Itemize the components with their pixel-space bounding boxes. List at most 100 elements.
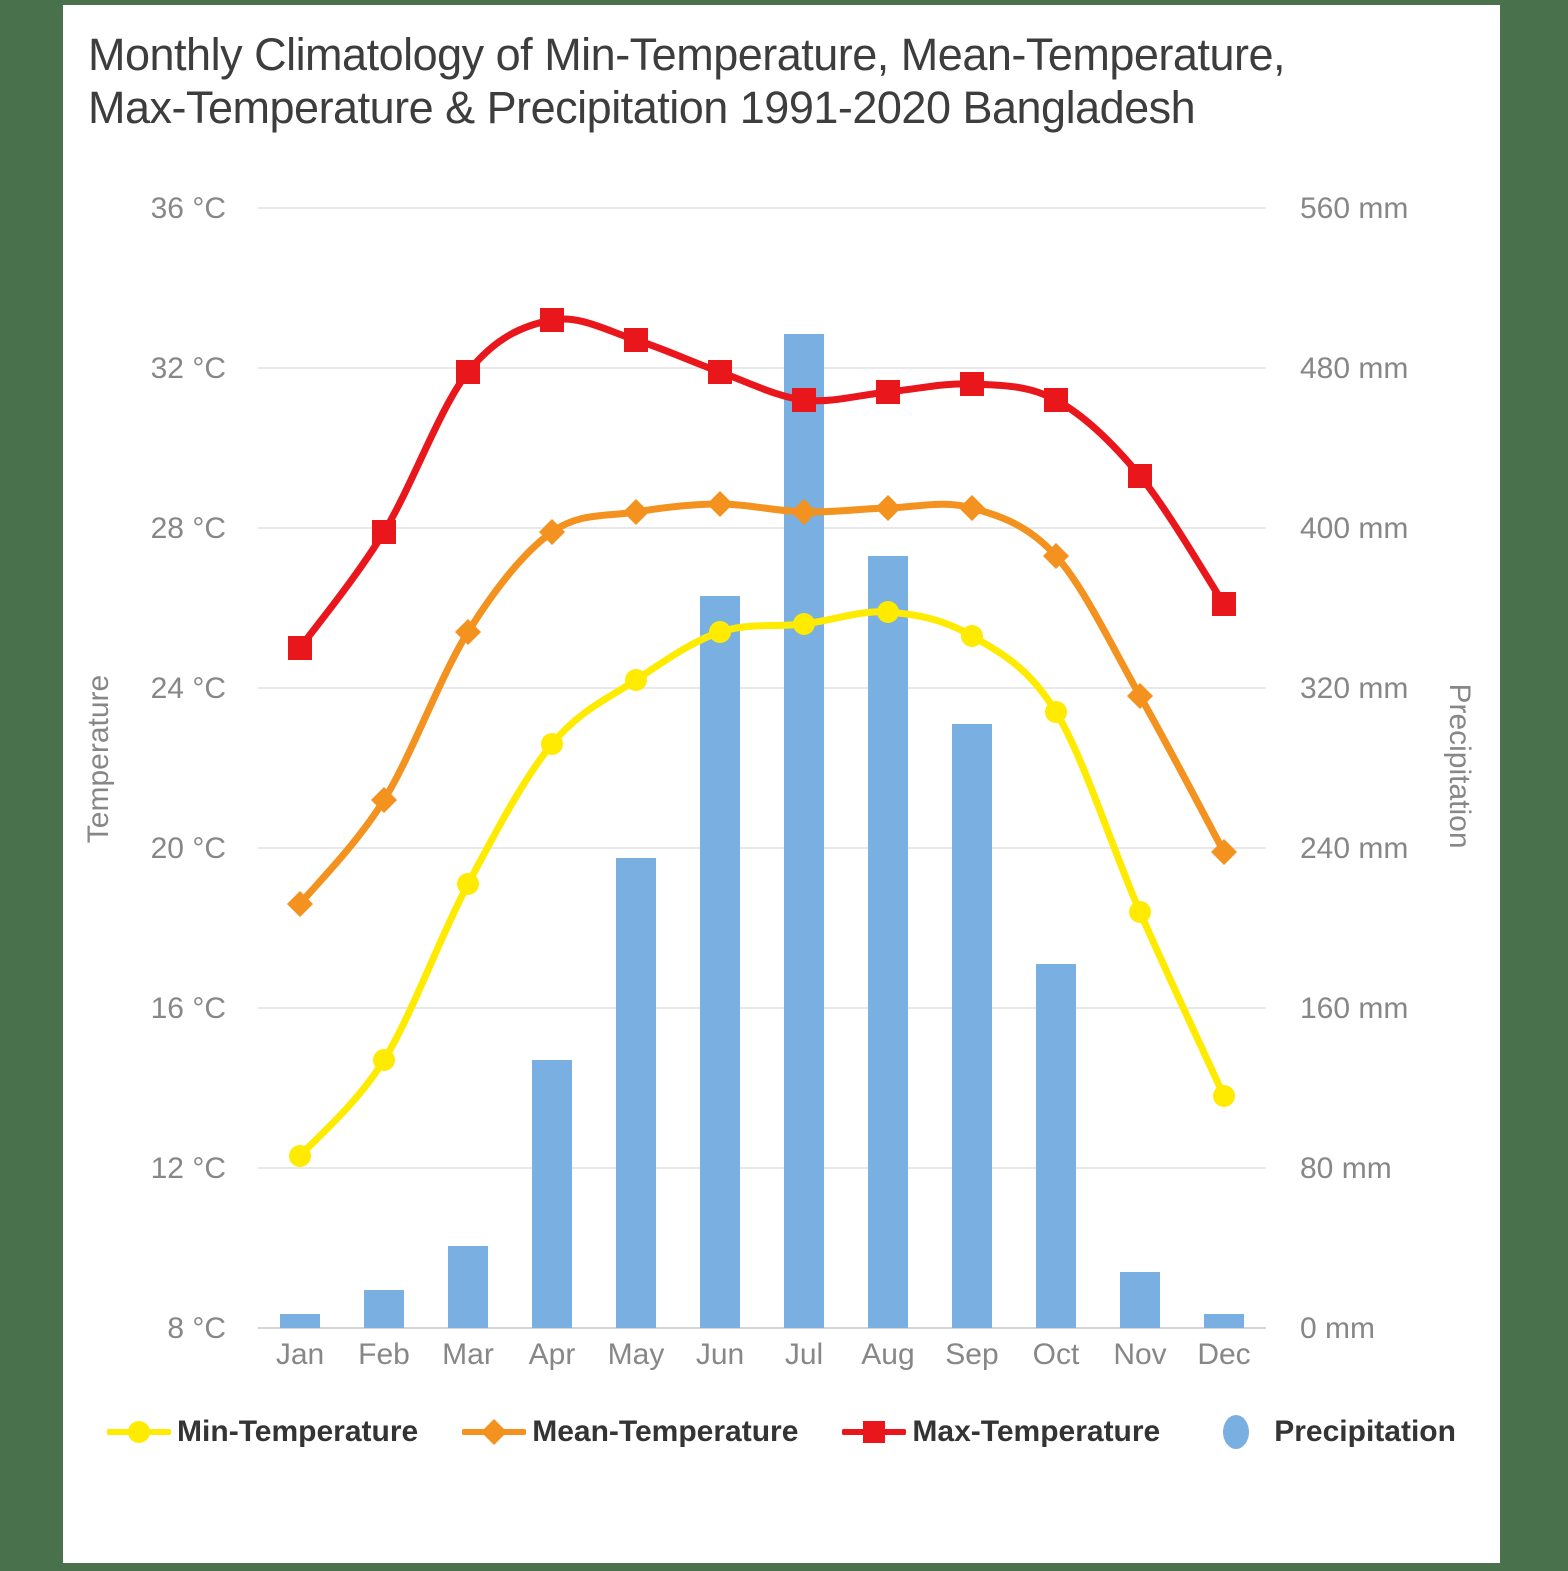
min-temperature-point-jun — [709, 621, 731, 644]
svg-text:Aug: Aug — [861, 1338, 914, 1371]
svg-text:28 °C: 28 °C — [151, 512, 226, 545]
mean-temperature-series[interactable] — [287, 491, 1237, 918]
max-temperature-point-may — [624, 328, 648, 353]
mean-temperature-point-jul — [791, 499, 817, 526]
legend-item-mean-temperature[interactable]: Mean-Temperature — [462, 1410, 798, 1454]
max-temperature-point-jun — [708, 360, 732, 385]
min-temperature-point-jan — [289, 1145, 311, 1168]
min-temperature-legend-marker-icon — [107, 1421, 172, 1444]
precipitation-bar-jan — [280, 1314, 320, 1329]
svg-text:Feb: Feb — [358, 1338, 410, 1371]
precipitation-bar-feb — [364, 1290, 404, 1329]
svg-text:240 mm: 240 mm — [1300, 832, 1408, 865]
precipitation-bar-mar — [448, 1246, 488, 1329]
min-temperature-point-feb — [373, 1049, 395, 1072]
svg-text:560 mm: 560 mm — [1300, 192, 1408, 225]
mean-temperature-point-may — [623, 499, 649, 526]
svg-text:480 mm: 480 mm — [1300, 352, 1408, 385]
min-temperature-point-apr — [541, 733, 563, 756]
precipitation-bar-may — [616, 858, 656, 1329]
svg-text:32 °C: 32 °C — [151, 352, 226, 385]
month-axis-labels: Jan Feb Mar Apr May Jun Jul Aug Sep Oct Nov Dec — [276, 1338, 1251, 1371]
precipitation-bar-jun — [700, 596, 740, 1329]
max-temperature-point-oct — [1044, 388, 1068, 413]
svg-text:160 mm: 160 mm — [1300, 992, 1408, 1025]
max-temperature-series[interactable] — [288, 308, 1236, 661]
climate-combo-chart: 36 °C 32 °C 28 °C 24 °C 20 °C 16 °C 12 °C 8 °C 5… — [82, 192, 1476, 1371]
legend-item-precipitation[interactable]: Precipitation — [1204, 1410, 1456, 1454]
max-temperature-point-nov — [1128, 464, 1152, 489]
precipitation-axis-ticks: 560 mm 480 mm 400 mm 320 mm 240 mm 160 mm 80 m… — [1300, 192, 1408, 1345]
svg-text:80 mm: 80 mm — [1300, 1152, 1392, 1185]
precipitation-bars[interactable] — [280, 334, 1244, 1329]
legend-label: Mean-Temperature — [532, 1415, 799, 1449]
precipitation-bar-aug — [868, 556, 908, 1329]
min-temperature-series[interactable] — [289, 601, 1235, 1168]
max-temperature-point-jan — [288, 636, 312, 661]
svg-text:36 °C: 36 °C — [151, 192, 226, 225]
precipitation-bar-dec — [1204, 1314, 1244, 1329]
max-temperature-point-jul — [792, 388, 816, 413]
legend-item-max-temperature[interactable]: Max-Temperature — [842, 1410, 1160, 1454]
svg-text:Jul: Jul — [785, 1338, 823, 1371]
svg-text:400 mm: 400 mm — [1300, 512, 1408, 545]
svg-text:320 mm: 320 mm — [1300, 672, 1408, 705]
chart-title: Monthly Climatology of Min-Temperature, … — [88, 29, 1285, 133]
min-temperature-point-sep — [961, 625, 983, 648]
min-temperature-point-mar — [457, 873, 479, 896]
svg-text:Jun: Jun — [696, 1338, 744, 1371]
svg-text:Nov: Nov — [1113, 1338, 1166, 1371]
svg-text:24 °C: 24 °C — [151, 672, 226, 705]
svg-text:Oct: Oct — [1033, 1338, 1080, 1371]
max-temperature-legend-marker-icon — [842, 1421, 907, 1444]
temperature-axis-ticks: 36 °C 32 °C 28 °C 24 °C 20 °C 16 °C 12 °C 8 °C — [151, 192, 226, 1345]
max-temperature-point-sep — [960, 372, 984, 397]
svg-text:16 °C: 16 °C — [151, 992, 226, 1025]
mean-temperature-point-aug — [875, 495, 901, 522]
legend-label: Max-Temperature — [912, 1415, 1161, 1449]
max-temperature-point-apr — [540, 308, 564, 333]
min-temperature-point-jul — [793, 613, 815, 636]
mean-temperature-point-apr — [539, 519, 565, 546]
svg-text:Apr: Apr — [529, 1338, 576, 1371]
svg-text:Sep: Sep — [945, 1338, 998, 1371]
svg-text:Dec: Dec — [1197, 1338, 1250, 1371]
max-temperature-point-feb — [372, 520, 396, 545]
svg-text:20 °C: 20 °C — [151, 832, 226, 865]
chart-card: Monthly Climatology of Min-Temperature, … — [63, 5, 1500, 1563]
precipitation-legend-marker-icon — [1223, 1415, 1250, 1450]
min-temperature-point-aug — [877, 601, 899, 624]
svg-text:Mar: Mar — [442, 1338, 494, 1371]
svg-text:Jan: Jan — [276, 1338, 324, 1371]
legend-item-min-temperature[interactable]: Min-Temperature — [107, 1410, 418, 1454]
svg-text:8 °C: 8 °C — [167, 1312, 226, 1345]
precipitation-bar-jul — [784, 334, 824, 1329]
mean-temperature-point-feb — [371, 787, 397, 814]
precipitation-bar-oct — [1036, 964, 1076, 1329]
max-temperature-point-dec — [1212, 592, 1236, 617]
mean-temperature-point-oct — [1043, 543, 1069, 570]
precipitation-bar-sep — [952, 724, 992, 1329]
max-temperature-point-mar — [456, 360, 480, 385]
legend-label: Precipitation — [1274, 1415, 1456, 1449]
gridlines — [258, 207, 1266, 1330]
mean-temperature-point-dec — [1211, 839, 1237, 866]
mean-temperature-point-jun — [707, 491, 733, 518]
precipitation-axis-title: Precipitation — [1443, 684, 1476, 849]
mean-temperature-legend-marker-icon — [462, 1419, 527, 1446]
precipitation-bar-apr — [532, 1060, 572, 1329]
mean-temperature-point-sep — [959, 495, 985, 522]
mean-temperature-point-mar — [455, 619, 481, 646]
mean-temperature-point-nov — [1127, 683, 1153, 710]
min-temperature-point-oct — [1045, 701, 1067, 724]
mean-temperature-point-jan — [287, 891, 313, 918]
svg-text:May: May — [608, 1338, 665, 1371]
min-temperature-point-may — [625, 669, 647, 692]
chart-legend: Min-Temperature Mean-Temperature Max-Tem… — [63, 1410, 1500, 1454]
svg-text:12 °C: 12 °C — [151, 1152, 226, 1185]
svg-text:0 mm: 0 mm — [1300, 1312, 1375, 1345]
min-temperature-point-nov — [1129, 901, 1151, 924]
min-temperature-point-dec — [1213, 1085, 1235, 1108]
legend-label: Min-Temperature — [177, 1415, 419, 1449]
